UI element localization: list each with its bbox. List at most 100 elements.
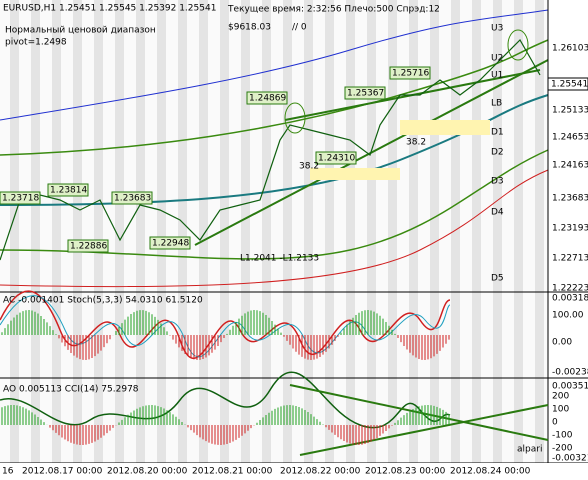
- stripe: [430, 0, 439, 463]
- stripe: [262, 0, 271, 463]
- highlight: [507, 29, 529, 61]
- d-band: [0, 149, 549, 260]
- price-label: 1.23718: [2, 194, 39, 204]
- fibo-zone: [310, 168, 400, 180]
- price-label: 1.22948: [152, 239, 189, 249]
- level-label: D4: [491, 208, 504, 218]
- stripe: [199, 0, 208, 463]
- cci-line: [0, 371, 451, 429]
- price-tag: [344, 86, 386, 100]
- level-label: D5: [491, 274, 504, 284]
- ao-axis-label: 100: [552, 405, 569, 415]
- stripe: [514, 0, 523, 463]
- price-label: 1.25367: [347, 89, 384, 99]
- stripe: [325, 0, 334, 463]
- stripe: [220, 0, 229, 463]
- stripe: [451, 0, 460, 463]
- price-label: 1.24310: [318, 154, 355, 164]
- pivot: pivot=1.2498: [5, 38, 67, 48]
- time-label: 2012.08.17 00:00: [22, 467, 103, 477]
- ao-axis-label: 0: [552, 418, 558, 428]
- time-label: 16: [2, 467, 14, 477]
- stripe: [94, 0, 103, 463]
- price-label: 38.2: [299, 162, 319, 172]
- price-axis-label: 1.22223: [552, 284, 588, 294]
- level-label: U1: [491, 71, 503, 81]
- trend-line: [299, 404, 549, 456]
- time-label: 2012.08.20 00:00: [107, 467, 188, 477]
- stripe: [241, 0, 250, 463]
- stripe: [115, 0, 124, 463]
- ao-axis-label: 200: [552, 392, 569, 402]
- time-axis: [0, 463, 588, 480]
- price-tag: [389, 66, 431, 80]
- level-label: U2: [491, 54, 503, 64]
- time-label: 2012.08.21 00:00: [192, 467, 273, 477]
- price-line: [0, 39, 541, 261]
- ao-axis-label: -200: [552, 444, 573, 454]
- current-price-box: [547, 77, 588, 91]
- highlight: [284, 102, 306, 134]
- ac-axis-label: -0.00238: [552, 368, 588, 378]
- histograms: [1, 310, 450, 445]
- fibo-zone: [400, 120, 490, 135]
- stripe: [388, 0, 397, 463]
- extra: // 0: [292, 23, 307, 33]
- price-tag: [149, 236, 191, 250]
- symbol: EURUSD,H1 1.25451 1.25545 1.25392 1.2554…: [3, 4, 216, 14]
- level-label: D1: [491, 128, 504, 138]
- price-label: L1.2041 -L1.2133: [240, 254, 319, 264]
- stripe: [136, 0, 145, 463]
- stripe: [178, 0, 187, 463]
- status: Текущее время: 2:32:56 Плечо:500 Спрэд:1…: [227, 5, 440, 15]
- stripe: [367, 0, 376, 463]
- ao-title: AO 0.005113 CCI(14) 75.2978: [3, 385, 139, 395]
- time-label: 2012.08.24 00:00: [450, 467, 531, 477]
- indicator: Нормальный ценовой диапазон: [5, 26, 156, 36]
- price-axis-label: 1.26103: [552, 44, 588, 54]
- stripe: [472, 0, 481, 463]
- level-label: D2: [491, 148, 504, 158]
- price-axis-label: 1.23683: [552, 194, 588, 204]
- price-label: 38.2: [406, 138, 426, 148]
- time-label: 2012.08.22 00:00: [280, 467, 361, 477]
- ao-axis-label: 0.00351: [552, 382, 588, 392]
- stripe: [493, 0, 502, 463]
- stripe: [31, 0, 40, 463]
- level-label: LB: [491, 99, 502, 109]
- upper-band: [0, 9, 549, 121]
- stripe: [409, 0, 418, 463]
- price-tag: [246, 91, 288, 105]
- ac-title: AC -0.001401 Stoch(5,3,3) 54.0310 61.512…: [3, 296, 203, 306]
- ac-axis-label: 0.00318: [552, 294, 588, 304]
- balance: $9618.03: [228, 23, 271, 33]
- price-tag: [47, 183, 89, 197]
- price-tag: [67, 239, 109, 253]
- stripe: [10, 0, 19, 463]
- price-axis-label: 1.24163: [552, 161, 588, 171]
- stripe: [157, 0, 166, 463]
- stripe: [346, 0, 355, 463]
- price-tag: [111, 191, 153, 205]
- stripe: [283, 0, 292, 463]
- ao-axis-label: -100: [552, 431, 573, 441]
- current-price: 1.25541: [551, 80, 588, 90]
- price-axis-label: 1.23193: [552, 224, 588, 234]
- time-label: 2012.08.23 00:00: [365, 467, 446, 477]
- session-stripes: [10, 0, 544, 463]
- stripe: [535, 0, 544, 463]
- price-label: 1.23814: [50, 186, 87, 196]
- ao-axis-label: -0.00321: [552, 454, 588, 464]
- level-label: D3: [491, 177, 504, 187]
- ac-axis-label: 0.00: [552, 338, 572, 348]
- brand: alpari: [517, 445, 542, 455]
- stripe: [52, 0, 61, 463]
- price-label: 1.23683: [114, 194, 151, 204]
- stripe: [304, 0, 313, 463]
- ac-axis-label: 100.00: [552, 311, 584, 321]
- price-tag: [0, 191, 41, 205]
- stoch-main: [0, 290, 451, 359]
- price-label: 1.25716: [392, 69, 429, 79]
- price-tag: [315, 151, 357, 165]
- price-label: 1.24869: [249, 94, 286, 104]
